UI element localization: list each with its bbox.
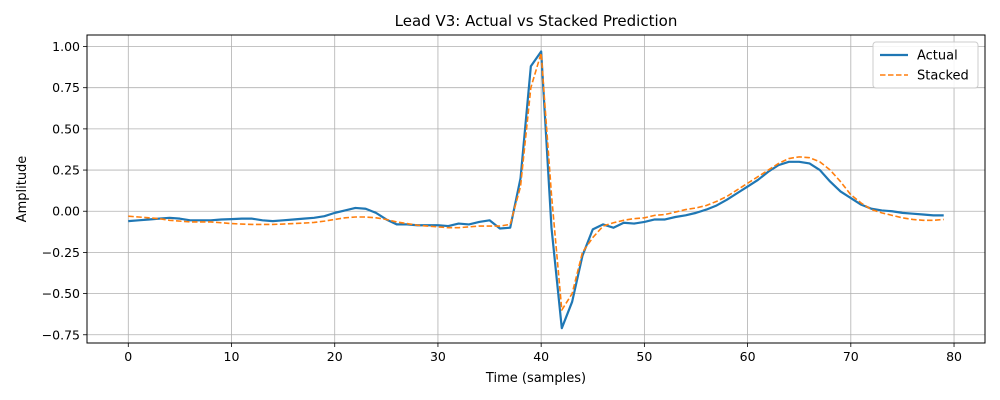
series-line-stacked	[128, 52, 944, 311]
series-layer	[128, 50, 944, 330]
x-tick-label: 10	[224, 349, 240, 364]
x-tick-label: 80	[946, 349, 962, 364]
legend: Actual Stacked	[872, 41, 979, 89]
y-tick-label: −0.75	[42, 327, 80, 342]
grid	[87, 35, 985, 343]
y-tick-label: −0.50	[42, 286, 80, 301]
y-tick-label: 0.00	[52, 204, 80, 219]
x-axis-label: Time (samples)	[485, 371, 586, 386]
legend-box	[872, 41, 979, 89]
y-tick-label: 0.25	[52, 163, 80, 178]
y-ticks: −0.75 −0.50 −0.25 0.00 0.25 0.50 0.75 1.00	[42, 39, 87, 342]
legend-label-actual: Actual	[917, 49, 958, 64]
y-tick-label: 1.00	[52, 39, 80, 54]
x-tick-label: 30	[430, 349, 446, 364]
y-tick-label: 0.75	[52, 80, 80, 95]
y-axis-label: Amplitude	[15, 156, 30, 223]
series-line-actual	[128, 50, 944, 330]
x-tick-label: 70	[843, 349, 859, 364]
y-tick-label: 0.50	[52, 121, 80, 136]
chart-title: Lead V3: Actual vs Stacked Prediction	[395, 12, 678, 30]
legend-label-stacked: Stacked	[917, 69, 969, 84]
x-tick-label: 0	[124, 349, 132, 364]
x-tick-label: 50	[636, 349, 652, 364]
x-tick-label: 20	[327, 349, 343, 364]
y-tick-label: −0.25	[42, 245, 80, 260]
x-ticks: 0 10 20 30 40 50 60 70 80	[124, 343, 962, 364]
plot-frame	[86, 34, 986, 344]
x-tick-label: 60	[740, 349, 756, 364]
x-tick-label: 40	[533, 349, 549, 364]
